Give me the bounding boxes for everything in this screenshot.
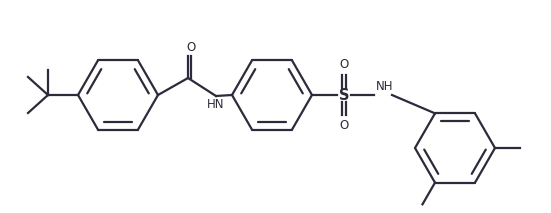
Text: O: O — [339, 58, 349, 71]
Text: NH: NH — [376, 80, 393, 93]
Text: O: O — [339, 119, 349, 132]
Text: O: O — [186, 41, 196, 54]
Text: HN: HN — [207, 98, 225, 111]
Text: S: S — [339, 88, 349, 104]
